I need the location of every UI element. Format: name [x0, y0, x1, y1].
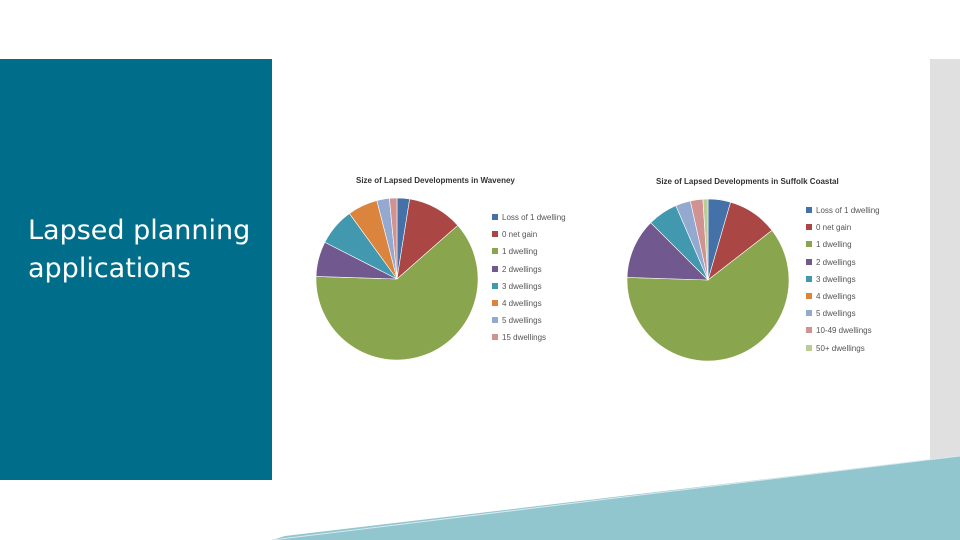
legend-item: 4 dwellings: [806, 292, 880, 309]
legend-label: 2 dwellings: [502, 264, 542, 274]
legend-item: Loss of 1 dwelling: [806, 206, 880, 223]
pie-slice-1-dwelling: [315, 225, 479, 361]
legend-label: 1 dwelling: [502, 247, 538, 257]
legend-item: 3 dwellings: [492, 282, 566, 299]
legend-label: 1 dwelling: [816, 240, 852, 250]
legend-swatch: [492, 214, 498, 220]
legend-label: 3 dwellings: [816, 274, 856, 284]
pie-slice-50-dwellings: [702, 198, 709, 281]
pie-slice-1-dwelling: [626, 229, 790, 362]
right-gray-band: [930, 59, 960, 469]
legend-item: 3 dwellings: [806, 275, 880, 292]
legend-swatch: [492, 265, 498, 272]
legend-swatch: [492, 282, 498, 289]
legend-item: 15 dwellings: [492, 333, 566, 350]
legend-swatch: [492, 248, 498, 255]
legend-swatch: [806, 310, 812, 317]
pie-slice-2-dwellings: [626, 222, 709, 281]
legend-label: 5 dwellings: [816, 309, 856, 319]
legend-swatch: [806, 344, 812, 351]
chart-legend: Loss of 1 dwelling 0 net gain 1 dwelling 2 …: [492, 213, 566, 351]
legend-swatch: [492, 317, 498, 324]
slide-title: Lapsed planning applications: [28, 215, 251, 284]
legend-swatch: [492, 231, 498, 238]
title-panel: [0, 59, 272, 480]
legend-label: 10-49 dwellings: [816, 326, 872, 336]
legend-label: 3 dwellings: [502, 281, 542, 291]
legend-item: 0 net gain: [492, 230, 566, 247]
legend-item: 1 dwelling: [806, 240, 880, 257]
legend-item: 10-49 dwellings: [806, 326, 880, 343]
legend-label: 5 dwellings: [502, 316, 542, 326]
legend-label: 50+ dwellings: [816, 343, 865, 353]
chart-title: Size of Lapsed Developments in Waveney: [356, 176, 515, 185]
legend-swatch: [806, 224, 812, 231]
legend-item: 0 net gain: [806, 223, 880, 240]
legend-swatch: [806, 327, 812, 334]
legend-label: 2 dwellings: [816, 257, 856, 267]
legend-swatch: [806, 258, 812, 265]
legend-item: 50+ dwellings: [806, 344, 880, 361]
legend-label: 4 dwellings: [502, 298, 542, 308]
legend-item: 2 dwellings: [492, 265, 566, 282]
legend-item: 5 dwellings: [492, 316, 566, 333]
pie-slice-15-dwellings: [389, 197, 398, 280]
legend-item: Loss of 1 dwelling: [492, 213, 566, 230]
legend-swatch: [806, 275, 812, 282]
legend-item: 1 dwelling: [492, 247, 566, 264]
legend-label: 15 dwellings: [502, 333, 547, 343]
chart-title: Size of Lapsed Developments in Suffolk C…: [656, 177, 839, 186]
chart-legend: Loss of 1 dwelling 0 net gain 1 dwelling 2 …: [806, 206, 880, 361]
legend-label: 0 net gain: [502, 230, 538, 240]
legend-label: 0 net gain: [816, 223, 852, 233]
legend-swatch: [492, 334, 498, 341]
legend-label: Loss of 1 dwelling: [816, 206, 880, 215]
legend-label: 4 dwellings: [816, 291, 856, 301]
legend-item: 5 dwellings: [806, 309, 880, 326]
legend-swatch: [492, 299, 498, 306]
legend-swatch: [806, 292, 812, 299]
legend-swatch: [806, 241, 812, 248]
legend-swatch: [806, 207, 812, 213]
legend-item: 4 dwellings: [492, 299, 566, 316]
legend-label: Loss of 1 dwelling: [502, 213, 566, 222]
legend-item: 2 dwellings: [806, 258, 880, 275]
